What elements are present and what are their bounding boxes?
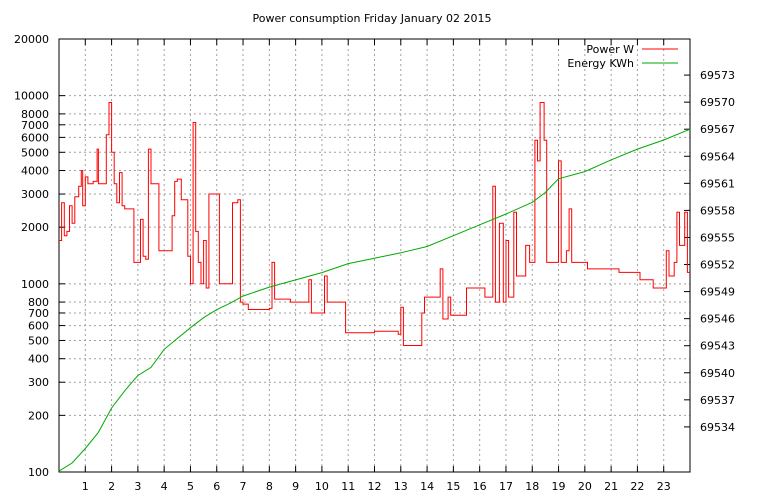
- y-tick-label: 200: [28, 409, 49, 422]
- y2-tick-label: 69564: [700, 150, 735, 163]
- power-series-line: [59, 102, 690, 346]
- x-tick-label: 14: [420, 480, 434, 493]
- x-tick-label: 10: [315, 480, 329, 493]
- y2-tick-label: 69555: [700, 231, 735, 244]
- x-tick-label: 4: [161, 480, 168, 493]
- y-tick-label: 800: [28, 296, 49, 309]
- y-tick-label: 400: [28, 353, 49, 366]
- y2-tick-label: 69543: [700, 340, 735, 353]
- ticks: 1 2 3 4 5 6 7 8 9 10 11 12 13 14 15 16 17 18 19 20 21 22 23100…: [14, 33, 735, 493]
- x-tick-label: 6: [213, 480, 220, 493]
- x-tick-label: 15: [446, 480, 460, 493]
- y2-tick-label: 69534: [700, 421, 735, 434]
- y2-tick-label: 69546: [700, 313, 735, 326]
- y-tick-label: 8000: [21, 108, 49, 121]
- y2-tick-label: 69537: [700, 394, 735, 407]
- y-tick-label: 700: [28, 307, 49, 320]
- x-tick-label: 7: [240, 480, 247, 493]
- x-tick-label: 9: [292, 480, 299, 493]
- y2-tick-label: 69567: [700, 123, 735, 136]
- x-tick-label: 8: [266, 480, 273, 493]
- y-tick-label: 1000: [21, 278, 49, 291]
- legend: Power W Energy KWh: [567, 43, 678, 70]
- y-tick-label: 600: [28, 320, 49, 333]
- chart-title: Power consumption Friday January 02 2015: [253, 12, 492, 25]
- y2-tick-label: 69549: [700, 286, 735, 299]
- y2-tick-label: 69561: [700, 177, 735, 190]
- y2-tick-label: 69573: [700, 69, 735, 82]
- y2-tick-label: 69558: [700, 204, 735, 217]
- y-tick-label: 5000: [21, 146, 49, 159]
- x-tick-label: 17: [499, 480, 513, 493]
- y2-tick-label: 69552: [700, 259, 735, 272]
- y2-tick-label: 69570: [700, 96, 735, 109]
- y-tick-label: 100: [28, 466, 49, 479]
- y-tick-label: 500: [28, 334, 49, 347]
- legend-energy-label: Energy KWh: [567, 57, 634, 70]
- x-tick-label: 16: [473, 480, 487, 493]
- x-tick-label: 20: [578, 480, 592, 493]
- x-tick-label: 21: [604, 480, 618, 493]
- series-layer: [58, 102, 691, 472]
- y2-tick-label: 69540: [700, 367, 735, 380]
- x-tick-label: 1: [82, 480, 89, 493]
- y-tick-label: 10000: [14, 90, 49, 103]
- x-tick-label: 2: [108, 480, 115, 493]
- energy-series-line: [58, 128, 691, 472]
- x-tick-label: 5: [187, 480, 194, 493]
- y-tick-label: 2000: [21, 221, 49, 234]
- y-tick-label: 7000: [21, 119, 49, 132]
- y-tick-label: 3000: [21, 188, 49, 201]
- legend-power-label: Power W: [586, 43, 634, 56]
- x-tick-label: 11: [341, 480, 355, 493]
- grid: [59, 38, 690, 473]
- x-tick-label: 22: [630, 480, 644, 493]
- y-tick-label: 4000: [21, 165, 49, 178]
- x-tick-label: 13: [394, 480, 408, 493]
- y-tick-label: 6000: [21, 131, 49, 144]
- y-tick-label: 300: [28, 376, 49, 389]
- x-tick-label: 19: [552, 480, 566, 493]
- x-tick-label: 12: [368, 480, 382, 493]
- x-tick-label: 3: [134, 480, 141, 493]
- x-tick-label: 18: [525, 480, 539, 493]
- y-tick-label: 20000: [14, 33, 49, 46]
- x-tick-label: 23: [657, 480, 671, 493]
